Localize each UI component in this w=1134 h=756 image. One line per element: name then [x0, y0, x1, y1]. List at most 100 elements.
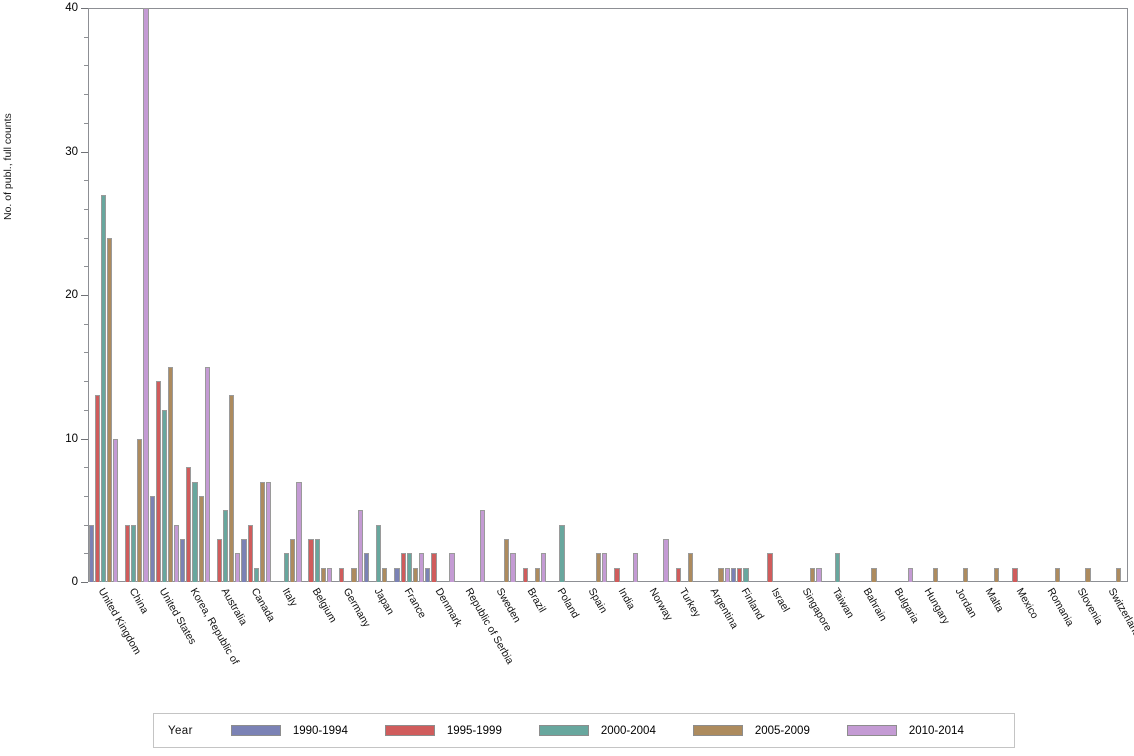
legend-item[interactable]: 2005-2009 [692, 725, 810, 737]
bar-group[interactable] [577, 8, 608, 582]
bar-group[interactable] [547, 8, 578, 582]
bar[interactable] [424, 567, 431, 582]
bar[interactable] [253, 567, 259, 582]
bar[interactable] [737, 567, 743, 582]
bar[interactable] [180, 538, 186, 582]
bar[interactable] [174, 524, 180, 582]
bar-group[interactable] [700, 8, 731, 582]
bar-group[interactable] [272, 8, 303, 582]
bar[interactable] [632, 553, 639, 582]
bar-group[interactable] [1067, 8, 1098, 582]
bar[interactable] [314, 538, 320, 582]
bar-group[interactable] [363, 8, 394, 582]
bar[interactable] [614, 567, 620, 582]
bar[interactable] [1085, 567, 1091, 582]
bar[interactable] [229, 395, 235, 582]
bar[interactable] [412, 567, 418, 582]
bar[interactable] [675, 567, 681, 582]
bar[interactable] [724, 567, 730, 582]
bar[interactable] [259, 481, 265, 582]
bar[interactable] [1054, 567, 1061, 582]
bar[interactable] [265, 481, 271, 582]
bar[interactable] [100, 194, 106, 582]
bar-group[interactable] [424, 8, 455, 582]
bar[interactable] [504, 538, 510, 582]
bar-group[interactable] [822, 8, 853, 582]
bar[interactable] [767, 553, 773, 582]
bar[interactable] [816, 567, 822, 582]
bar-group[interactable] [119, 8, 150, 582]
bar[interactable] [1116, 567, 1122, 582]
bar[interactable] [241, 538, 247, 582]
bar[interactable] [192, 481, 198, 582]
bar[interactable] [963, 567, 969, 582]
bar[interactable] [186, 467, 192, 582]
bar[interactable] [431, 553, 437, 582]
bar-group[interactable] [210, 8, 241, 582]
bar-group[interactable] [180, 8, 211, 582]
bar-group[interactable] [792, 8, 823, 582]
legend-item[interactable]: 2000-2004 [538, 725, 656, 737]
bar-group[interactable] [608, 8, 639, 582]
bar[interactable] [235, 553, 241, 582]
bar-group[interactable] [1036, 8, 1067, 582]
bar[interactable] [871, 567, 877, 582]
bar[interactable] [394, 567, 400, 582]
bar-group[interactable] [944, 8, 975, 582]
bar[interactable] [534, 567, 541, 582]
bar-group[interactable] [1006, 8, 1037, 582]
bar[interactable] [375, 524, 382, 582]
bar[interactable] [351, 567, 357, 582]
bar-group[interactable] [394, 8, 425, 582]
bar[interactable] [290, 538, 296, 582]
bar[interactable] [406, 553, 412, 582]
bar-group[interactable] [88, 8, 119, 582]
bar[interactable] [743, 567, 749, 582]
bar-group[interactable] [853, 8, 884, 582]
bar[interactable] [131, 524, 137, 582]
bar-group[interactable] [302, 8, 333, 582]
bar-group[interactable] [914, 8, 945, 582]
bar[interactable] [137, 438, 143, 582]
bar[interactable] [94, 395, 100, 582]
bar[interactable] [222, 510, 229, 582]
bar[interactable] [168, 366, 174, 582]
bar-group[interactable] [761, 8, 792, 582]
bar-group[interactable] [730, 8, 761, 582]
bar-group[interactable] [455, 8, 486, 582]
bar[interactable] [106, 237, 112, 582]
legend-item[interactable]: 2010-2014 [846, 725, 964, 737]
bar[interactable] [339, 567, 345, 582]
bar[interactable] [124, 524, 131, 582]
bar[interactable] [112, 438, 119, 582]
bar[interactable] [510, 553, 516, 582]
bar[interactable] [932, 567, 938, 582]
bar[interactable] [418, 553, 424, 582]
bar[interactable] [161, 409, 168, 582]
bar-group[interactable] [669, 8, 700, 582]
bar[interactable] [155, 381, 161, 582]
bar[interactable] [730, 567, 737, 582]
bar[interactable] [308, 538, 314, 582]
bar[interactable] [296, 481, 302, 582]
bar-group[interactable] [975, 8, 1006, 582]
bar[interactable] [149, 495, 155, 582]
bar[interactable] [718, 567, 724, 582]
bar[interactable] [357, 510, 363, 582]
bar-group[interactable] [639, 8, 670, 582]
bar[interactable] [1012, 567, 1018, 582]
bar-group[interactable] [486, 8, 517, 582]
bar-group[interactable] [149, 8, 180, 582]
bar[interactable] [449, 553, 455, 582]
bar-group[interactable] [516, 8, 547, 582]
legend-item[interactable]: 1990-1994 [230, 725, 348, 737]
bar[interactable] [663, 538, 669, 582]
bar[interactable] [400, 553, 406, 582]
bar[interactable] [595, 553, 602, 582]
bar-group[interactable] [241, 8, 272, 582]
bar[interactable] [88, 524, 94, 582]
bar[interactable] [907, 567, 914, 582]
bar[interactable] [522, 567, 528, 582]
bar-group[interactable] [1097, 8, 1128, 582]
bar[interactable] [216, 538, 222, 582]
